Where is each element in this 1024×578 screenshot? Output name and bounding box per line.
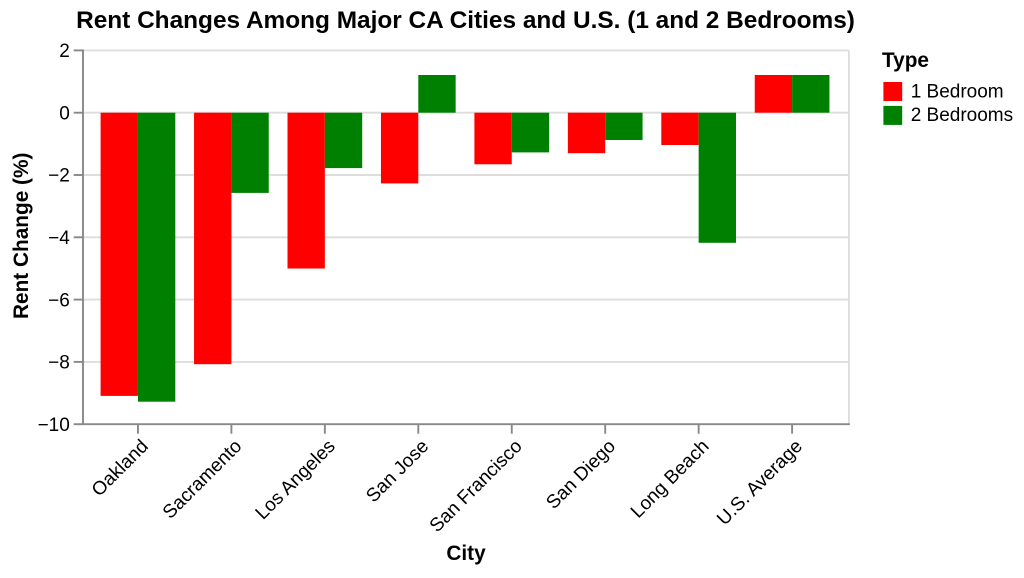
svg-text:Rent Change (%): Rent Change (%) [10,153,33,319]
svg-text:−6: −6 [48,290,70,311]
svg-text:Rent Changes Among Major CA Ci: Rent Changes Among Major CA Cities and U… [76,7,855,34]
svg-text:−4: −4 [48,228,70,249]
svg-text:−10: −10 [38,415,70,436]
svg-text:−2: −2 [48,166,70,187]
svg-text:0: 0 [59,103,70,124]
svg-text:2: 2 [59,41,70,62]
svg-text:City: City [446,542,486,565]
svg-text:−8: −8 [48,353,70,374]
svg-text:1 Bedroom: 1 Bedroom [911,81,1004,102]
svg-text:2 Bedrooms: 2 Bedrooms [911,105,1013,126]
svg-text:Type: Type [882,49,929,72]
